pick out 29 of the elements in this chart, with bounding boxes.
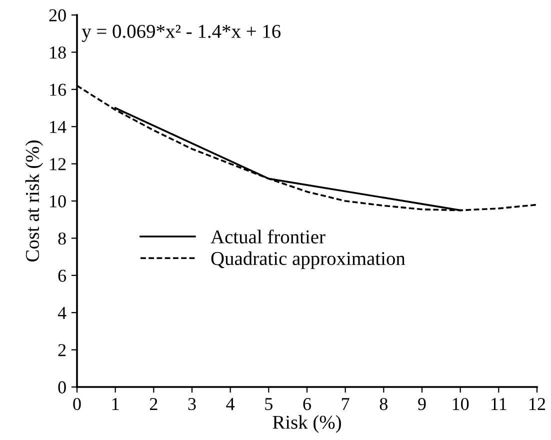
y-tick-label: 18: [50, 46, 66, 59]
x-tick-label: 2: [150, 398, 158, 410]
y-tick-label: 16: [50, 84, 66, 96]
y-axis-title: Cost at risk (%): [25, 140, 43, 262]
y-tick-label: 2: [58, 344, 66, 356]
y-tick-label: 12: [50, 158, 66, 170]
x-tick-label: 12: [530, 398, 546, 410]
x-axis-title: Risk (%): [272, 415, 341, 433]
x-tick-label: 3: [188, 398, 196, 410]
y-tick-label: 20: [49, 9, 66, 22]
x-tick-label: 6: [303, 398, 311, 410]
x-tick-label: 11: [492, 398, 506, 410]
x-tick-label: 8: [380, 398, 388, 410]
annotation: y = 0.069*x² - 1.4*x + 16: [82, 24, 281, 42]
y-tick-label: 8: [58, 232, 66, 245]
y-tick-label: 10: [50, 195, 66, 208]
x-tick-label: 1: [112, 398, 119, 410]
legend-label: Quadratic approximation: [211, 251, 406, 270]
x-tick-label: 7: [342, 398, 350, 410]
x-tick-label: 5: [265, 398, 272, 410]
x-tick-label: 0: [73, 398, 81, 410]
y-tick-label: 14: [50, 120, 66, 133]
y-tick-label: 4: [58, 306, 66, 319]
y-tick-label: 0: [58, 381, 66, 394]
x-tick-label: 10: [452, 398, 469, 410]
x-tick-label: 4: [226, 398, 235, 410]
y-tick-label: 6: [58, 270, 66, 282]
legend-label: Actual frontier: [210, 230, 326, 244]
x-tick-label: 9: [418, 398, 426, 410]
